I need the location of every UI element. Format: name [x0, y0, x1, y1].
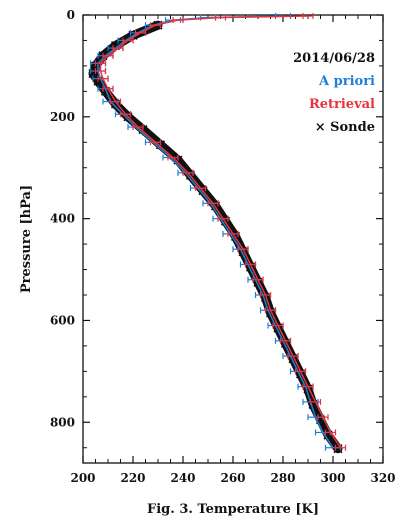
sonde-line [88, 20, 343, 454]
y-tick-label: 0 [67, 8, 75, 22]
x-tick-label: 300 [320, 471, 345, 485]
x-tick-labels: 200 220 240 260 280 300 320 [70, 471, 395, 485]
x-tick-label: 320 [370, 471, 395, 485]
retrieval-line [99, 15, 342, 449]
legend-date: 2014/06/28 [293, 51, 375, 66]
legend-apriori: A priori [318, 74, 375, 89]
x-tick-label: 240 [170, 471, 195, 485]
y-tick-label: 200 [50, 110, 75, 124]
legend: 2014/06/28 A priori Retrieval × Sonde [293, 51, 375, 135]
y-tick-label: 800 [50, 415, 75, 429]
series-layer [88, 13, 347, 454]
y-tick-label: 400 [50, 212, 75, 226]
x-tick-label: 260 [220, 471, 245, 485]
y-axis-title: Pressure [hPa] [19, 185, 34, 293]
x-tick-label: 280 [270, 471, 295, 485]
legend-sonde: × Sonde [315, 120, 375, 135]
y-tick-label: 600 [50, 313, 75, 327]
apriori-line [97, 15, 334, 449]
x-tick-label: 200 [70, 471, 95, 485]
legend-retrieval: Retrieval [309, 97, 375, 112]
x-axis-title: Fig. 3. Temperature [K] [147, 502, 319, 517]
y-tick-labels: 0 200 400 600 800 [50, 8, 75, 429]
x-tick-label: 220 [120, 471, 145, 485]
